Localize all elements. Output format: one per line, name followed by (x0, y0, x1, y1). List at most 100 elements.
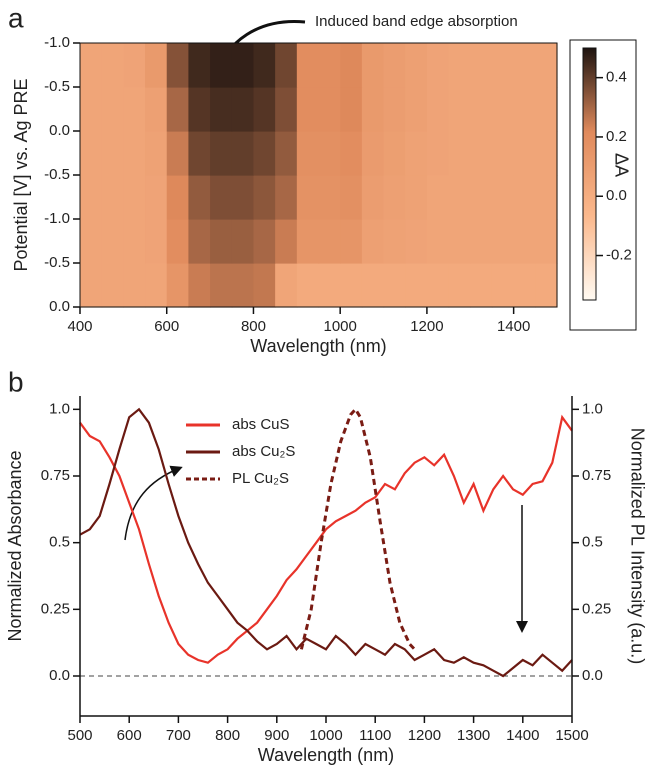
heatmap-cell (318, 131, 341, 176)
x-tick-label: 500 (67, 727, 92, 744)
heatmap-cell (275, 87, 298, 132)
x-axis-label: Wavelength (nm) (250, 336, 386, 356)
y-tick-label: 0.5 (49, 534, 70, 551)
heatmap-cell (253, 263, 276, 308)
heatmap-cell (101, 43, 124, 88)
annotation: Induced band edge absorption (315, 13, 518, 30)
heatmap-cell (383, 175, 406, 220)
heatmap-cell (361, 175, 385, 220)
heatmap-cell (80, 175, 103, 220)
heatmap-cell (470, 175, 493, 220)
heatmap-cell (210, 43, 233, 88)
heatmap-cell (383, 87, 406, 132)
heatmap-cell (231, 43, 255, 88)
heatmap-cell (210, 263, 233, 308)
heatmap-cell (470, 131, 493, 176)
heatmap-cell (253, 43, 276, 88)
heatmap-cell (340, 219, 363, 264)
heatmap-cell (470, 219, 493, 264)
y-tick-label: 1.0 (582, 400, 603, 417)
y-tick-label: 0.4 (606, 69, 627, 86)
heatmap-cell (340, 263, 363, 308)
heatmap-cell (361, 87, 385, 132)
x-tick-label: 1400 (506, 727, 539, 744)
heatmap-cell (513, 219, 536, 264)
y-tick-label: 0.75 (41, 467, 70, 484)
y-tick-label: -0.2 (606, 246, 632, 263)
heatmap-cell (210, 175, 233, 220)
heatmap-cell (253, 131, 276, 176)
heatmap-cell (80, 263, 103, 308)
heatmap-cell (145, 219, 168, 264)
heatmap-cell (383, 263, 406, 308)
heatmap-cell (426, 219, 450, 264)
heatmap-cell (405, 131, 428, 176)
heatmap-cell (535, 87, 558, 132)
heatmap-cell (166, 175, 190, 220)
y-tick-label: 0.2 (606, 128, 627, 145)
y-tick-label: -0.5 (44, 166, 70, 183)
y-tick-label: 0.0 (49, 122, 70, 139)
heatmap-cell (123, 175, 146, 220)
heatmap-cell (491, 131, 515, 176)
heatmap-cell (296, 219, 320, 264)
y-tick-label: 0.5 (582, 534, 603, 551)
y-tick-label: 0.0 (49, 298, 70, 315)
heatmap-cell (296, 263, 320, 308)
annotation-arrow (124, 465, 183, 541)
x-tick-label: 600 (154, 318, 179, 335)
y2-axis-label: Normalized PL Intensity (a.u.) (627, 428, 647, 664)
heatmap-cell (166, 263, 190, 308)
heatmap-cell (231, 87, 255, 132)
heatmap-cell (253, 87, 276, 132)
heatmap-cell (405, 219, 428, 264)
heatmap-cell (491, 175, 515, 220)
data-line (79, 407, 573, 678)
panel-label: b (8, 366, 24, 397)
heatmap-cell (513, 131, 536, 176)
heatmap-cell (340, 131, 363, 176)
x-tick-label: 600 (117, 727, 142, 744)
heatmap-cell (80, 131, 103, 176)
colorbar-label: ΔA (611, 153, 631, 177)
y-tick-label: -1.0 (44, 210, 70, 227)
heatmap-cell (275, 263, 298, 308)
heatmap-cell (535, 175, 558, 220)
heatmap-cell (491, 219, 515, 264)
heatmap-cell (188, 219, 211, 264)
heatmap-cell (448, 219, 471, 264)
x-tick-label: 400 (67, 318, 92, 335)
heatmap-cell (166, 131, 190, 176)
heatmap-cell (231, 131, 255, 176)
colorbar (582, 47, 597, 301)
heatmap-cell (383, 131, 406, 176)
y-tick-label: 0.75 (582, 467, 611, 484)
heatmap-cell (101, 87, 124, 132)
heatmap-cell (80, 87, 103, 132)
x-tick-label: 800 (215, 727, 240, 744)
heatmap-cell (318, 175, 341, 220)
x-tick-label: 700 (166, 727, 191, 744)
heatmap-cell (166, 87, 190, 132)
heatmap-cell (513, 263, 536, 308)
colorbar-box (569, 39, 637, 331)
heatmap-cell (535, 43, 558, 88)
heatmap-cell (145, 175, 168, 220)
x-tick-label: 1200 (408, 727, 441, 744)
heatmap-cell (101, 175, 124, 220)
y-tick-label: -1.0 (44, 34, 70, 51)
heatmap-cell (145, 87, 168, 132)
heatmap-cell (231, 219, 255, 264)
heatmap-cell (188, 131, 211, 176)
heatmap-cell (101, 219, 124, 264)
y-tick-label: 0.25 (41, 600, 70, 617)
heatmap-cell (361, 219, 385, 264)
heatmap-cell (166, 43, 190, 88)
heatmap-cell (318, 219, 341, 264)
heatmap-cell (188, 87, 211, 132)
heatmap-cell (296, 131, 320, 176)
heatmap-cell (188, 43, 211, 88)
heatmap-cell (123, 43, 146, 88)
heatmap-cell (340, 87, 363, 132)
